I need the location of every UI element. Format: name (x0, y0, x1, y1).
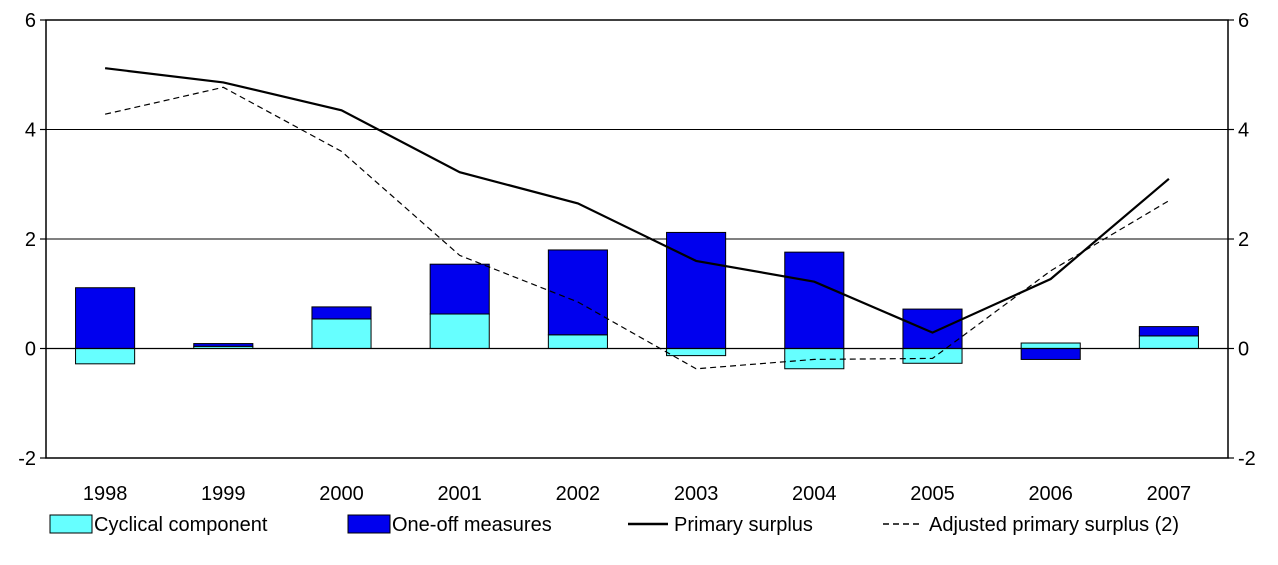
x-tick-label: 2006 (1028, 483, 1073, 505)
bar-one-off-measures (311, 306, 372, 320)
bar-cyclical-component (75, 348, 136, 365)
bar-cyclical-component (1020, 342, 1081, 349)
bar-cyclical-component (666, 348, 727, 357)
bar-one-off-measures (784, 251, 845, 349)
legend: Cyclical component One-off measures Primar… (49, 514, 1179, 536)
y-tick-label-right: 4 (1238, 120, 1249, 142)
y-tick-label: 0 (25, 339, 36, 361)
y-axis-right: -2 0 2 4 6 (1228, 10, 1256, 470)
y-tick-label-right: 0 (1238, 339, 1249, 361)
x-tick-label: 1999 (201, 483, 246, 505)
bar-cyclical-component (1138, 335, 1199, 350)
x-tick-label: 2000 (319, 483, 364, 505)
bar-one-off-measures (1020, 348, 1081, 360)
x-axis: 1998 1999 2000 2001 2002 2003 2004 2005 2006 2007 (83, 483, 1191, 505)
bar-cyclical-component (547, 334, 608, 349)
legend-label: One-off measures (392, 514, 552, 536)
legend-swatch (49, 514, 93, 534)
bar-cyclical-component (429, 313, 490, 350)
gridlines (46, 129, 1228, 349)
bars (46, 231, 1228, 370)
y-tick-label-right: 6 (1238, 10, 1249, 32)
bar-one-off-measures (902, 308, 963, 349)
legend-swatch (347, 514, 391, 534)
bar-one-off-measures (547, 249, 608, 336)
x-tick-label: 2007 (1147, 483, 1192, 505)
bar-one-off-measures (75, 287, 136, 350)
y-axis-left: -2 0 2 4 6 (18, 10, 46, 470)
y-tick-label: 4 (25, 120, 36, 142)
bar-cyclical-component (311, 318, 372, 349)
x-tick-label: 2003 (674, 483, 719, 505)
legend-label: Primary surplus (674, 514, 813, 536)
x-tick-label: 2004 (792, 483, 837, 505)
bar-one-off-measures (429, 263, 490, 315)
legend-label: Cyclical component (94, 514, 268, 536)
x-tick-label: 2005 (910, 483, 955, 505)
bar-one-off-measures (193, 343, 254, 347)
y-tick-label-right: -2 (1238, 448, 1256, 470)
x-tick-label: 1998 (83, 483, 128, 505)
lines (104, 67, 1170, 370)
y-tick-label: -2 (18, 448, 36, 470)
bar-cyclical-component (902, 348, 963, 364)
line-primary-surplus (104, 67, 1170, 334)
x-tick-label: 2001 (437, 483, 482, 505)
y-tick-label-right: 2 (1238, 229, 1249, 251)
y-tick-label: 2 (25, 229, 36, 251)
y-tick-label: 6 (25, 10, 36, 32)
bar-one-off-measures (1138, 326, 1199, 337)
x-tick-label: 2002 (556, 483, 601, 505)
legend-label: Adjusted primary surplus (2) (929, 514, 1179, 536)
